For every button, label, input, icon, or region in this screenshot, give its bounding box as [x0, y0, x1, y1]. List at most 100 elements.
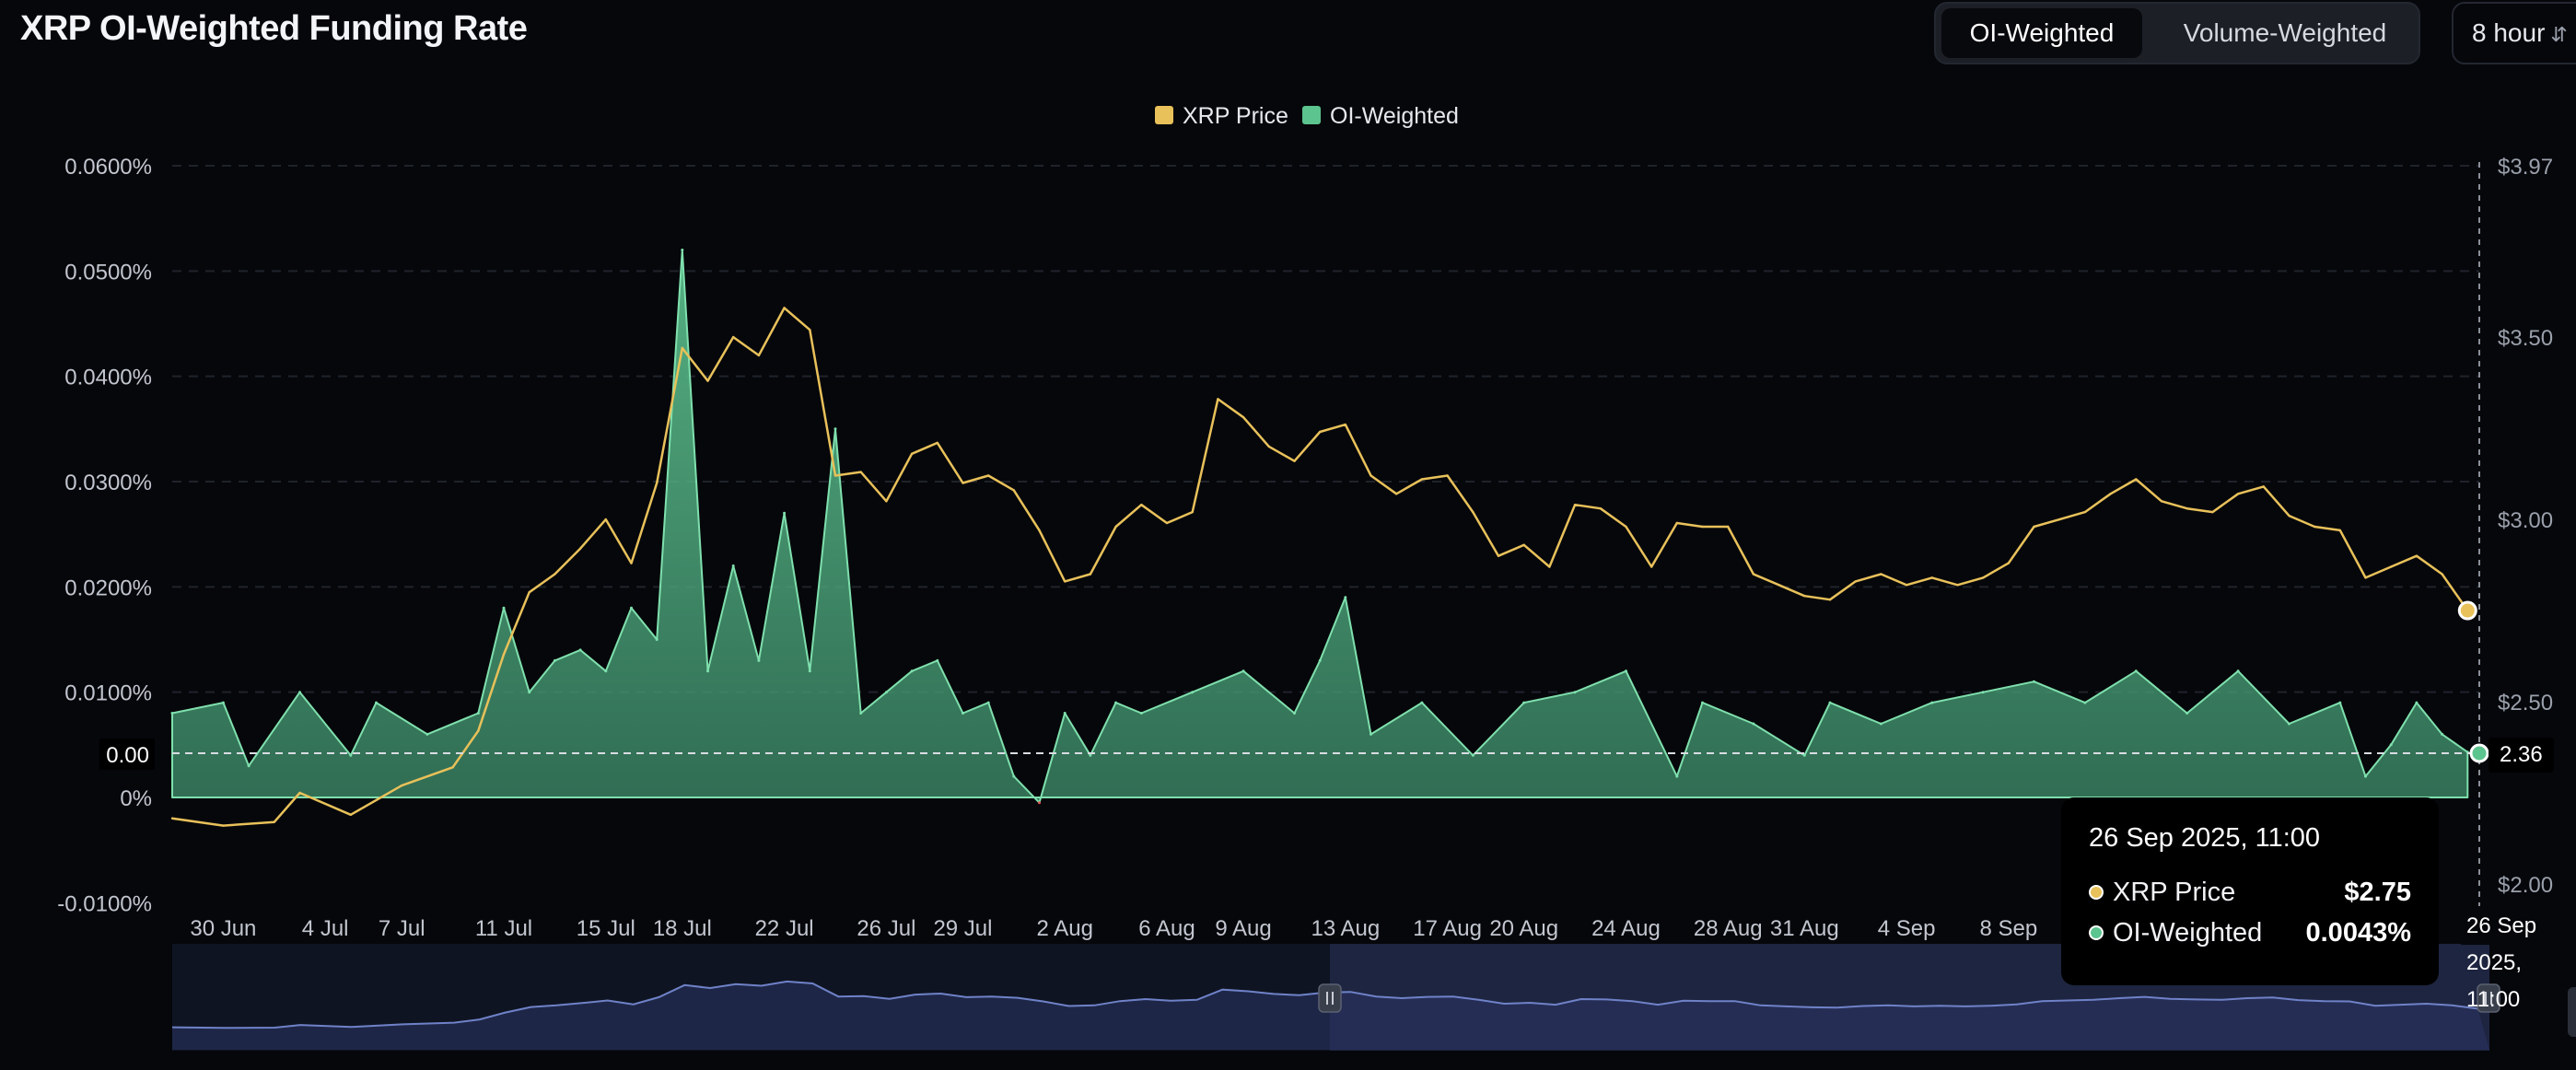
x-tick-label: 20 Aug: [1489, 916, 1558, 941]
y-left-tick-label: -0.0100%: [57, 891, 152, 916]
price-point: [1064, 580, 1067, 583]
oi-point: [1012, 774, 1016, 778]
price-point: [1573, 504, 1577, 506]
oi-point: [1344, 596, 1347, 599]
price-point: [1140, 504, 1143, 506]
oi-point: [1930, 701, 1934, 704]
navigator-area: [172, 981, 2489, 1050]
oi-point: [859, 712, 863, 715]
price-point: [2415, 554, 2419, 557]
x-tick-label: 8 Sep: [1979, 916, 2037, 941]
oi-point: [2288, 722, 2290, 726]
price-point: [910, 452, 914, 455]
oi-point: [1573, 691, 1577, 694]
price-point: [1446, 474, 1449, 477]
navigator-handle-left[interactable]: [1318, 983, 1342, 1013]
oi-point: [604, 669, 608, 673]
oi-point: [578, 648, 582, 652]
period-select[interactable]: 8 hour ⇵: [2452, 2, 2576, 64]
oi-point: [1471, 753, 1474, 757]
price-point: [1956, 584, 1959, 587]
price-point: [757, 354, 761, 357]
oi-point: [2415, 701, 2419, 704]
price-point: [1599, 507, 1603, 510]
x-tick-label: 30 Jun: [190, 916, 256, 941]
x-tick-label: 2 Aug: [1037, 916, 1093, 941]
oi-point: [1828, 701, 1832, 704]
price-point: [833, 474, 837, 477]
oi-point: [1522, 701, 1526, 704]
oi-point: [783, 511, 787, 515]
price-point: [1828, 599, 1832, 601]
price-point: [1548, 565, 1551, 568]
navigator-handle-right[interactable]: [2477, 983, 2500, 1013]
oi-hover-marker: [2469, 743, 2489, 763]
x-tick-label: 15 Jul: [577, 916, 635, 941]
oi-point: [170, 712, 174, 715]
x-tick-label: 18 Jul: [653, 916, 712, 941]
oi-point: [1420, 701, 1424, 704]
oi-dot-icon: [2089, 925, 2104, 940]
price-point: [1930, 576, 1933, 579]
oi-point: [833, 427, 837, 431]
price-point: [528, 591, 530, 594]
price-point: [1854, 580, 1857, 583]
oi-point: [1241, 669, 1245, 673]
y-left-tick-label: 0%: [120, 786, 152, 811]
oi-point: [1063, 712, 1067, 715]
price-point: [706, 379, 709, 382]
price-point: [298, 791, 301, 795]
tab-volume-weighted[interactable]: Volume-Weighted: [2183, 18, 2387, 47]
crosshair-time-label: 26 Sep 2025, 11:00: [2461, 908, 2576, 1012]
price-point: [1370, 474, 1372, 477]
y-left-tick-label: 0.0500%: [64, 260, 152, 285]
tooltip-row-price: XRP Price $2.75: [2089, 878, 2411, 918]
chart-tooltip: 26 Sep 2025, 11:00 XRP Price $2.75 OI-We…: [2061, 797, 2439, 985]
period-value: 8 hour: [2472, 18, 2546, 47]
price-point: [1522, 543, 1525, 546]
chevron-updown-icon: ⇵: [2550, 23, 2568, 46]
x-tick-label: 6 Aug: [1138, 916, 1195, 941]
price-point: [1038, 529, 1041, 532]
x-tick-label: 4 Sep: [1878, 916, 1936, 941]
oi-point: [502, 606, 506, 610]
price-point: [1293, 459, 1296, 462]
navigator-scroll-handle[interactable]: [2568, 987, 2576, 1037]
price-point: [451, 766, 454, 769]
crosshair-price-label: 2.36: [2489, 738, 2554, 773]
oi-point: [884, 691, 888, 694]
price-point: [1803, 595, 1806, 598]
legend-label[interactable]: XRP Price: [1183, 103, 1288, 129]
price-point: [732, 335, 735, 339]
price-point: [1752, 573, 1755, 576]
legend-swatch: [1302, 106, 1321, 124]
price-point: [2033, 525, 2035, 529]
price-point: [2314, 525, 2316, 529]
price-point: [2135, 478, 2138, 481]
series-xrp-price-line: [171, 307, 2469, 827]
oi-point: [247, 764, 251, 768]
tooltip-time: 26 Sep 2025, 11:00: [2089, 823, 2321, 853]
y-right-tick-label: $2.50: [2498, 691, 2553, 715]
price-point: [2262, 485, 2265, 488]
oi-point: [1293, 712, 1296, 715]
price-point: [477, 729, 480, 732]
price-point: [273, 820, 275, 823]
legend-label[interactable]: OI-Weighted: [1330, 103, 1459, 129]
price-point: [1344, 423, 1347, 426]
price-point: [2007, 562, 2010, 564]
page-title: XRP OI-Weighted Funding Rate: [20, 9, 528, 48]
x-tick-label: 11 Jul: [475, 916, 532, 941]
price-point: [1727, 525, 1730, 529]
price-point: [502, 653, 506, 656]
oi-point: [298, 691, 301, 694]
price-point: [809, 329, 811, 331]
oi-point: [2364, 774, 2367, 778]
tab-oi-weighted[interactable]: OI-Weighted: [1941, 8, 2142, 58]
oi-point: [2389, 743, 2393, 747]
y-right-tick-label: $2.00: [2498, 873, 2553, 898]
tooltip-row-oi: OI-Weighted 0.0043%: [2089, 918, 2411, 959]
oi-point: [2441, 732, 2444, 736]
price-point: [962, 482, 964, 484]
x-tick-label: 28 Aug: [1694, 916, 1763, 941]
